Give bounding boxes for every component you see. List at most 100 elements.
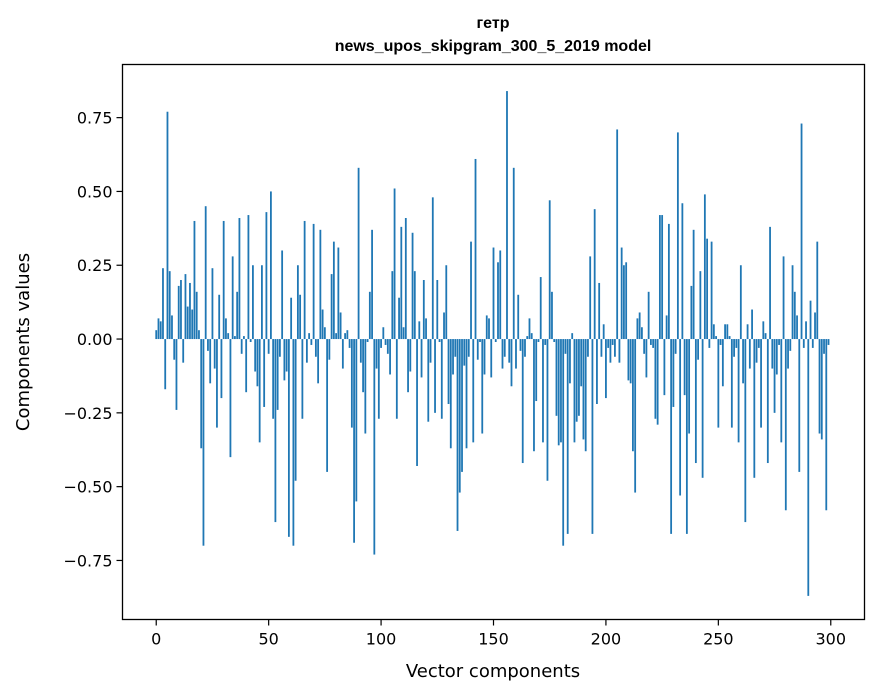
bar: [252, 265, 254, 340]
bar: [243, 336, 245, 340]
bar: [220, 339, 223, 399]
bar: [474, 158, 477, 340]
bar: [584, 339, 587, 452]
bar: [778, 339, 780, 345]
bar: [762, 321, 765, 340]
bar: [755, 339, 758, 363]
bar: [330, 274, 333, 340]
bar: [418, 321, 421, 340]
bar: [706, 238, 709, 340]
bar: [499, 250, 502, 340]
bar: [683, 339, 686, 396]
bar: [798, 339, 801, 472]
bar: [800, 123, 803, 340]
bar: [820, 339, 823, 440]
bar: [287, 339, 290, 537]
bar: [159, 321, 162, 340]
bar: [411, 232, 414, 340]
bar: [578, 339, 580, 416]
x-tick-label: 50: [258, 630, 278, 649]
bar: [344, 333, 346, 340]
bar: [353, 339, 355, 543]
bar: [373, 339, 376, 555]
bar: [652, 339, 655, 348]
bar: [258, 339, 261, 443]
bar: [321, 309, 324, 340]
bar: [211, 268, 214, 340]
bar: [413, 271, 416, 340]
bar: [699, 271, 702, 340]
bar: [422, 280, 425, 340]
bar: [476, 339, 479, 360]
bar: [294, 339, 297, 481]
bar: [519, 339, 522, 351]
bar: [209, 339, 212, 384]
x-axis-label: Vector components: [406, 661, 580, 682]
bar: [623, 265, 625, 340]
bar: [724, 324, 726, 340]
bar: [694, 339, 697, 464]
bar: [339, 312, 342, 340]
x-axis-ticks: 0 50 100 150 200 250 300: [151, 619, 846, 649]
bar: [290, 297, 293, 340]
bar: [721, 339, 724, 387]
bar: [164, 339, 167, 390]
bar: [238, 218, 241, 340]
bar: [811, 339, 814, 348]
y-tick-label: −0.25: [63, 404, 112, 423]
bar: [449, 339, 452, 449]
bar: [769, 226, 771, 340]
bar: [274, 339, 277, 523]
bar: [310, 339, 313, 345]
bar: [643, 339, 646, 354]
bar: [434, 339, 436, 413]
bar: [200, 339, 203, 449]
y-tick-label: 0.00: [77, 330, 113, 349]
bar: [735, 339, 738, 348]
bar: [398, 297, 400, 340]
bar: [400, 226, 403, 340]
bar: [679, 339, 682, 496]
bar: [171, 315, 173, 340]
bar: [551, 291, 553, 340]
bar: [825, 339, 828, 511]
bar: [355, 339, 358, 502]
bar: [326, 339, 329, 472]
bar: [506, 91, 508, 340]
bar: [658, 215, 661, 340]
bar: [467, 339, 470, 357]
bar: [598, 282, 601, 340]
bar: [267, 339, 270, 354]
bar: [492, 247, 495, 340]
bar: [542, 339, 544, 443]
bar: [564, 339, 567, 354]
bar: [348, 339, 351, 348]
bar: [278, 339, 281, 357]
bar: [409, 339, 412, 372]
bar: [168, 271, 171, 340]
bar: [337, 247, 340, 340]
bar: [501, 339, 504, 369]
bar: [751, 309, 753, 340]
bar: [438, 339, 441, 342]
bar: [582, 339, 585, 440]
bar: [557, 339, 560, 446]
bar: [157, 318, 160, 340]
bar: [303, 220, 306, 340]
bar: [359, 339, 362, 363]
bar: [627, 339, 630, 381]
bar: [481, 339, 484, 434]
bar: [654, 339, 657, 419]
bar: [296, 265, 299, 340]
bar: [802, 339, 805, 348]
bar: [661, 215, 664, 340]
bar: [618, 339, 621, 363]
bar: [685, 339, 688, 534]
bar: [191, 309, 194, 340]
bar: [458, 339, 461, 493]
bar: [697, 339, 700, 360]
bar: [463, 339, 466, 366]
bar: [216, 339, 218, 428]
bar: [638, 312, 641, 340]
bar: [548, 200, 551, 340]
